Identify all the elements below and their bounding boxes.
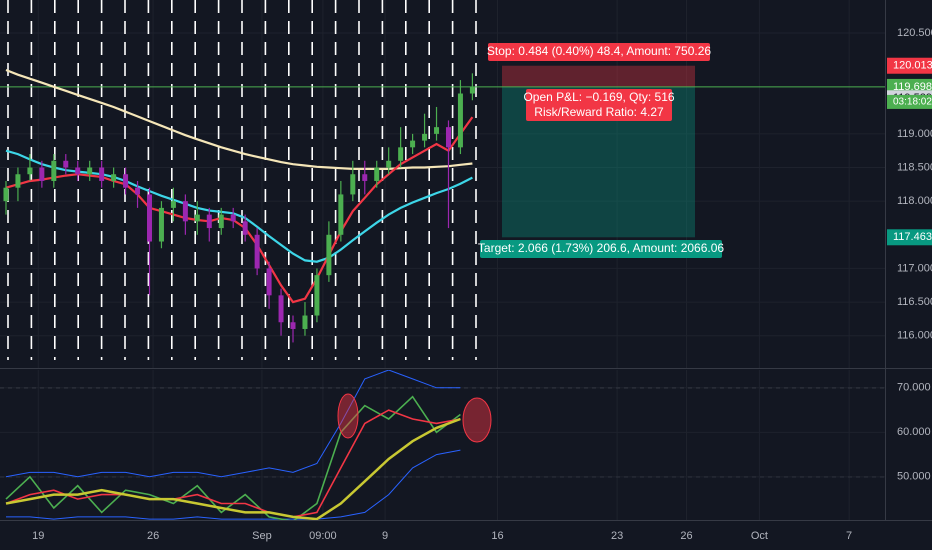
stop-zone — [502, 65, 695, 87]
candle-body — [398, 147, 404, 161]
indicator-line — [5, 417, 461, 520]
candle-body — [302, 315, 308, 329]
pnl-label-bg — [526, 89, 672, 121]
candle-body — [457, 93, 463, 148]
candle-body — [254, 234, 260, 269]
x-tick-label: 16 — [491, 530, 503, 542]
candle-body — [469, 86, 475, 94]
x-tick-label: Oct — [751, 530, 768, 542]
x-tick-label: 23 — [611, 530, 623, 542]
candle-body — [99, 167, 105, 181]
y-tick-label: 118.500 — [897, 161, 932, 173]
candle-body — [218, 214, 224, 229]
price-badge-label: 119.698 — [893, 81, 932, 93]
y-tick-label: 60.000 — [897, 426, 931, 438]
candle-body — [278, 295, 284, 323]
y-tick-label: 116.000 — [897, 330, 932, 342]
candle-body — [434, 127, 440, 134]
candle-body — [374, 167, 380, 181]
x-tick-label: 9 — [382, 530, 388, 542]
indicator-pane — [0, 370, 885, 520]
position-label: Stop: 0.484 (0.40%) 48.4, Amount: 750.26 — [487, 44, 711, 58]
x-tick-label: Sep — [252, 530, 272, 542]
indicator-line — [5, 409, 461, 518]
countdown-bg — [887, 94, 932, 109]
candle-body — [146, 194, 152, 242]
axes: 19 26 Sep 09:00 9 16 23 26 Oct 7 120.500 119.000 118… — [32, 27, 932, 542]
candle-body — [51, 160, 57, 181]
candle-body — [386, 160, 392, 168]
indicator-line — [6, 449, 461, 520]
y-tick-label: 50.000 — [897, 471, 931, 483]
position-label: Target: 2.066 (1.73%) 206.6, Amount: 206… — [478, 241, 724, 255]
candle-body — [206, 214, 212, 229]
candle-body — [290, 322, 296, 329]
candle-body — [266, 268, 272, 296]
pnl-label: Open P&L: −0.169, Qty: 516 — [523, 90, 674, 104]
moving-average — [5, 116, 474, 304]
candle-body — [362, 174, 368, 181]
y-tick-label: 118.000 — [897, 195, 932, 207]
candle-body — [63, 160, 69, 168]
highlight-ellipse — [462, 397, 492, 443]
candle-body — [242, 221, 248, 235]
price-badge — [887, 57, 932, 74]
candle-body — [422, 133, 428, 141]
price-badge-label: 117.463 — [893, 231, 932, 243]
candle-body — [75, 167, 81, 175]
candle-body — [135, 187, 141, 195]
x-tick-label: 26 — [680, 530, 692, 542]
candle-body — [3, 187, 9, 202]
candle-body — [170, 201, 176, 208]
candle-body — [338, 194, 344, 235]
countdown: 03:18:02 — [893, 97, 932, 108]
price-badge-label: 120.013 — [893, 60, 932, 72]
y-tick-label: 116.500 — [897, 296, 932, 308]
price-badge — [887, 229, 932, 246]
position-label-bg — [488, 43, 710, 61]
position-label-bg — [480, 240, 722, 258]
candle-body — [230, 214, 236, 222]
x-tick-label: 19 — [32, 530, 44, 542]
candle-body — [182, 201, 188, 222]
moving-average — [5, 149, 473, 263]
candle-body — [39, 167, 45, 181]
indicator-line — [5, 370, 461, 478]
highlight-ellipse — [337, 393, 359, 439]
candle-body — [158, 207, 164, 242]
candle-body — [445, 127, 451, 148]
candle-body — [123, 174, 129, 188]
main-pane: Stop: 0.484 (0.40%) 48.4, Amount: 750.26… — [0, 0, 885, 368]
candle-body — [87, 167, 93, 175]
candle-body — [111, 174, 117, 181]
candle-body — [194, 214, 200, 222]
y-tick-label: 119.000 — [897, 128, 932, 140]
y-tick-label: 70.000 — [897, 382, 931, 394]
y-tick-label: 117.000 — [897, 262, 932, 274]
x-tick-label: 7 — [846, 530, 852, 542]
candle-body — [15, 174, 21, 188]
x-tick-label: 09:00 — [309, 530, 337, 542]
candle-body — [350, 174, 356, 195]
rr-label: Risk/Reward Ratio: 4.27 — [534, 105, 664, 119]
candle-body — [326, 234, 332, 276]
y-tick-label: 120.500 — [897, 27, 932, 39]
candle-body — [410, 140, 416, 148]
candle-body — [314, 275, 320, 316]
x-tick-label: 26 — [147, 530, 159, 542]
candle-body — [27, 167, 33, 175]
